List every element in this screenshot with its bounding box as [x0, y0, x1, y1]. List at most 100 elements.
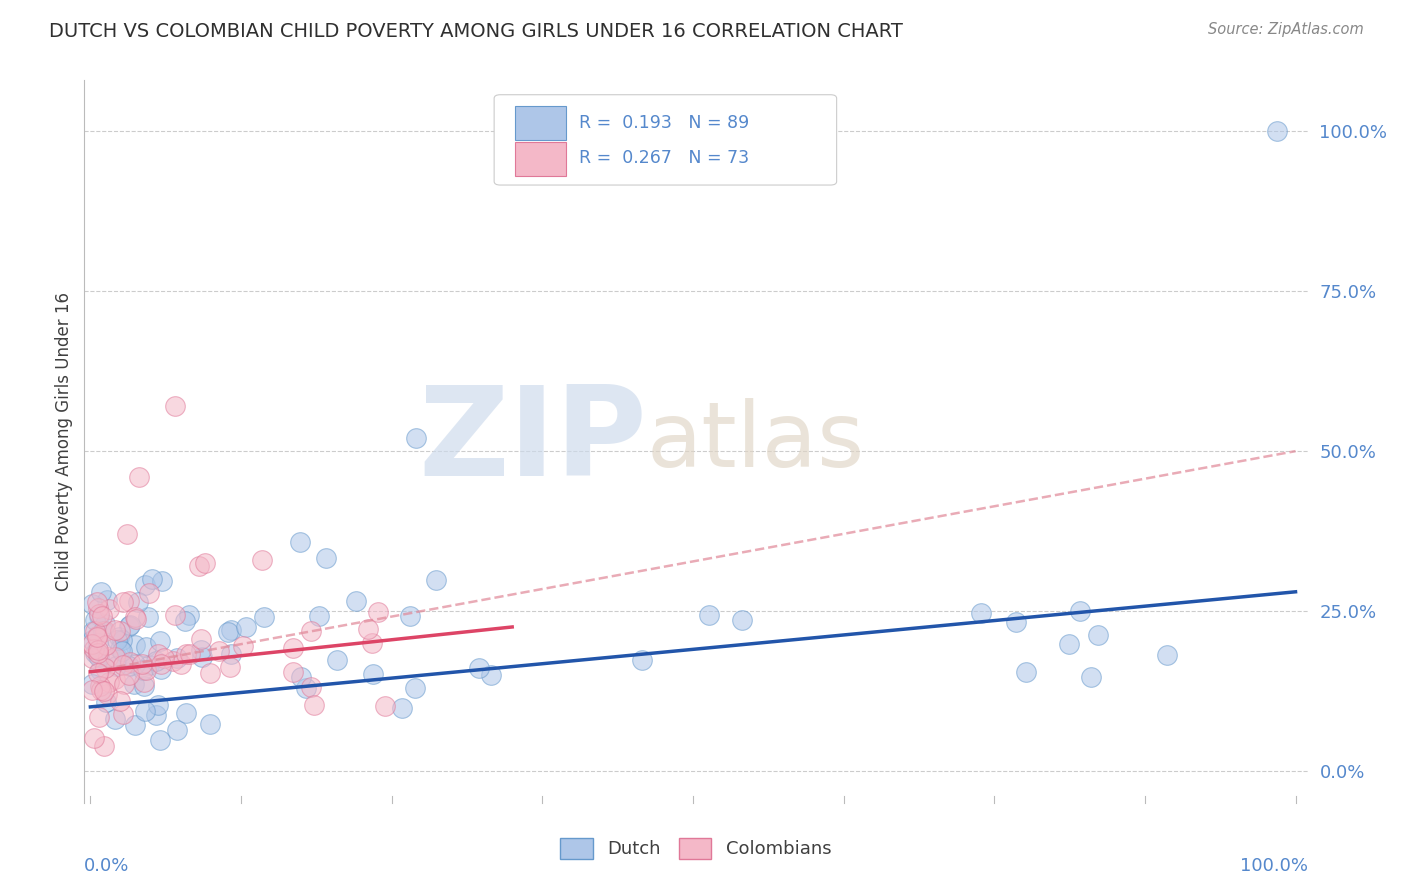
Text: ZIP: ZIP [419, 381, 647, 502]
Point [697, 607, 720, 622]
Point [111, 595, 134, 609]
Point [281, 665, 304, 679]
Point [391, 701, 413, 715]
Point [89, 679, 111, 693]
Point [124, 718, 146, 732]
Point [118, 668, 141, 682]
Point [80, 598, 103, 612]
Point [200, 717, 222, 731]
Point [131, 657, 153, 672]
Point [131, 663, 153, 677]
Point [479, 667, 502, 681]
Point [163, 400, 186, 414]
Point [166, 651, 188, 665]
Point [208, 644, 231, 658]
Point [253, 610, 276, 624]
Point [91, 624, 114, 639]
Point [112, 657, 135, 672]
Point [93, 624, 115, 639]
Point [122, 677, 145, 691]
Point [124, 657, 146, 671]
Point [138, 658, 160, 673]
Point [299, 624, 322, 638]
Point [84, 624, 107, 638]
Point [94, 661, 117, 675]
Point [148, 698, 170, 713]
Point [96, 638, 118, 652]
Point [114, 657, 136, 671]
Point [112, 677, 135, 691]
Point [468, 661, 491, 675]
Point [326, 653, 349, 667]
Point [80, 651, 103, 665]
Point [105, 658, 128, 673]
Point [149, 733, 172, 747]
Point [138, 610, 160, 624]
Point [108, 642, 131, 657]
Point [96, 592, 118, 607]
Point [150, 574, 173, 588]
Point [150, 662, 173, 676]
Point [111, 706, 134, 721]
Point [127, 595, 149, 609]
Point [87, 665, 110, 680]
Point [374, 698, 396, 713]
Point [105, 632, 128, 647]
Point [1267, 124, 1289, 138]
Point [124, 609, 146, 624]
Point [94, 616, 117, 631]
Point [86, 629, 108, 643]
Point [141, 572, 163, 586]
Point [87, 650, 110, 665]
Point [117, 619, 139, 633]
Point [97, 650, 120, 665]
Point [108, 693, 131, 707]
Point [174, 615, 197, 629]
Point [232, 639, 254, 653]
Point [290, 670, 312, 684]
Point [1156, 648, 1178, 662]
Point [134, 578, 156, 592]
Point [134, 705, 156, 719]
Point [1015, 665, 1038, 680]
Point [731, 613, 754, 627]
Text: 100.0%: 100.0% [1240, 857, 1308, 875]
Point [111, 633, 134, 648]
Point [405, 431, 427, 445]
Point [179, 647, 201, 661]
Point [165, 608, 187, 623]
Point [87, 601, 110, 615]
Point [190, 632, 212, 646]
Point [361, 666, 384, 681]
Point [87, 643, 110, 657]
Point [124, 638, 146, 652]
Text: atlas: atlas [647, 398, 865, 485]
FancyBboxPatch shape [515, 143, 567, 176]
Point [425, 573, 447, 587]
Point [290, 535, 312, 549]
Point [218, 660, 240, 674]
Point [179, 607, 201, 622]
Point [357, 622, 380, 636]
Point [80, 682, 103, 697]
Point [128, 469, 150, 483]
Point [120, 655, 142, 669]
Point [135, 640, 157, 655]
Text: R =  0.267   N = 73: R = 0.267 N = 73 [578, 149, 748, 168]
Point [104, 623, 127, 637]
Point [187, 559, 209, 574]
Point [84, 646, 107, 660]
Point [135, 663, 157, 677]
Point [87, 636, 110, 650]
Point [250, 553, 273, 567]
Point [360, 635, 382, 649]
Point [1057, 637, 1080, 651]
Point [219, 623, 242, 637]
Point [111, 644, 134, 658]
Point [299, 680, 322, 694]
Point [367, 605, 389, 619]
Point [149, 633, 172, 648]
Point [281, 641, 304, 656]
Point [118, 658, 141, 673]
Point [89, 607, 111, 621]
